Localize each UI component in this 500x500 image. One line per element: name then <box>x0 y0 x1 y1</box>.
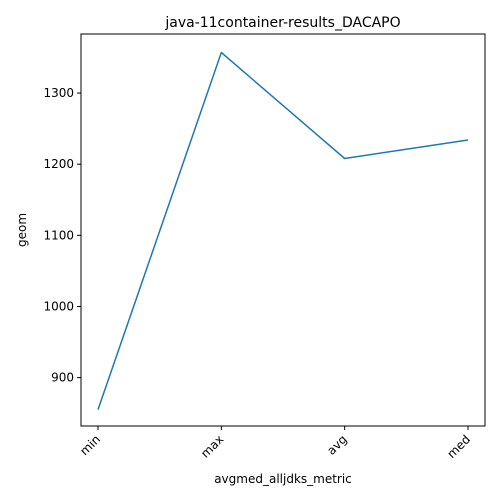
plot-frame <box>80 33 486 427</box>
x-tick-label: med <box>444 432 473 461</box>
y-tick-label: 1300 <box>43 86 74 100</box>
series-line <box>97 51 469 410</box>
x-tick-label: max <box>198 432 226 460</box>
chart-title: java-11container-results_DACAPO <box>164 15 400 31</box>
y-axis: 900 1000 1100 1200 1300 <box>43 86 81 385</box>
y-tick-label: 1200 <box>43 157 74 171</box>
plot-area <box>81 34 485 426</box>
y-tick-label: 1100 <box>43 228 74 242</box>
x-tick-label: avg <box>324 432 350 458</box>
series-layer <box>97 51 469 410</box>
x-axis: min max avg med <box>77 426 473 461</box>
x-tick-label: min <box>77 432 103 458</box>
y-tick-label: 1000 <box>43 299 74 313</box>
y-tick-label: 900 <box>51 371 74 385</box>
y-axis-label: geom <box>15 213 29 247</box>
x-axis-label: avgmed_alljdks_metric <box>214 472 352 486</box>
